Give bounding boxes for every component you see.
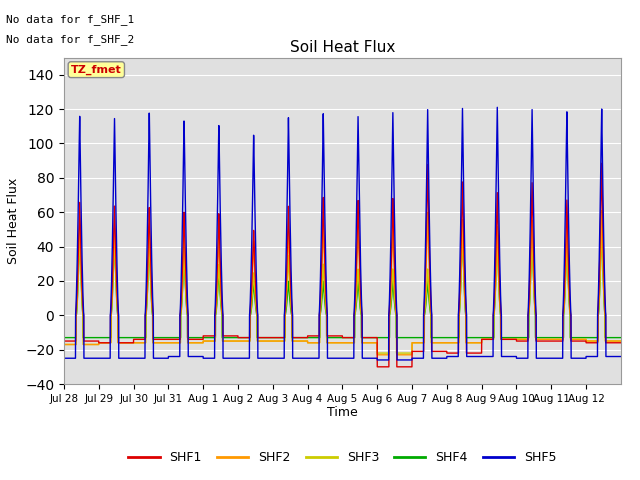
SHF2 (617, 338, 625, 344)
SHF3 (175, 340, 183, 346)
SHF3 (60, 342, 68, 348)
Line: SHF1: SHF1 (64, 163, 621, 367)
SHF4 (393, 335, 401, 340)
SHF2 (523, 336, 531, 342)
SHF1 (523, 338, 531, 344)
SHF5 (373, 357, 381, 363)
SHF2 (373, 352, 381, 358)
SHF1 (495, 268, 503, 274)
Line: SHF5: SHF5 (64, 108, 621, 360)
SHF1 (60, 338, 68, 344)
Text: No data for f_SHF_1: No data for f_SHF_1 (6, 14, 134, 25)
SHF4 (363, 335, 371, 340)
SHF1 (363, 335, 371, 340)
SHF2 (537, 336, 545, 342)
SHF4 (495, 287, 503, 293)
SHF5 (60, 355, 68, 361)
SHF4 (537, 335, 545, 340)
SHF2 (363, 340, 371, 346)
SHF2 (598, 208, 605, 214)
Text: TZ_fmet: TZ_fmet (71, 64, 122, 75)
SHF5 (537, 355, 545, 361)
Line: SHF2: SHF2 (64, 211, 621, 355)
SHF1 (598, 160, 605, 166)
SHF4 (598, 220, 605, 226)
SHF3 (363, 340, 371, 346)
SHF1 (617, 340, 625, 346)
SHF5 (495, 238, 503, 243)
SHF3 (495, 289, 503, 295)
SHF1 (175, 336, 183, 342)
SHF2 (60, 342, 68, 348)
X-axis label: Time: Time (327, 407, 358, 420)
SHF5 (393, 312, 401, 318)
SHF4 (175, 335, 183, 340)
Title: Soil Heat Flux: Soil Heat Flux (290, 40, 395, 55)
SHF1 (373, 364, 381, 370)
SHF3 (373, 350, 381, 356)
SHF2 (175, 340, 183, 346)
SHF1 (537, 338, 545, 344)
SHF1 (393, 364, 401, 370)
Y-axis label: Soil Heat Flux: Soil Heat Flux (6, 178, 20, 264)
Legend: SHF1, SHF2, SHF3, SHF4, SHF5: SHF1, SHF2, SHF3, SHF4, SHF5 (124, 446, 561, 469)
Line: SHF3: SHF3 (64, 228, 621, 353)
Text: No data for f_SHF_2: No data for f_SHF_2 (6, 34, 134, 45)
SHF3 (393, 350, 401, 356)
SHF2 (495, 283, 503, 288)
SHF5 (175, 354, 183, 360)
SHF2 (393, 352, 401, 358)
SHF4 (60, 335, 68, 340)
SHF5 (523, 355, 531, 361)
Line: SHF4: SHF4 (64, 223, 621, 337)
SHF4 (617, 335, 625, 340)
SHF3 (537, 336, 545, 342)
SHF3 (598, 225, 605, 230)
SHF5 (617, 354, 625, 360)
SHF5 (363, 355, 371, 361)
SHF4 (523, 335, 531, 340)
SHF5 (493, 105, 501, 110)
SHF3 (523, 336, 531, 342)
SHF3 (617, 338, 625, 344)
